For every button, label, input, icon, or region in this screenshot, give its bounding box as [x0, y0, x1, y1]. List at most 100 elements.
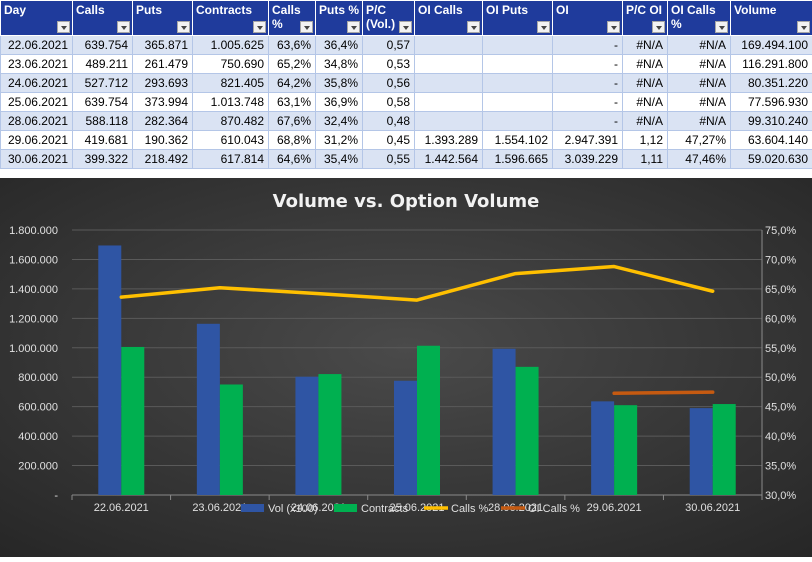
- table-cell[interactable]: 373.994: [133, 93, 193, 112]
- table-cell[interactable]: -: [553, 74, 623, 93]
- filter-dropdown-icon[interactable]: [715, 21, 728, 33]
- table-cell[interactable]: 68,8%: [269, 131, 316, 150]
- table-cell[interactable]: 639.754: [73, 93, 133, 112]
- table-cell[interactable]: 399.322: [73, 150, 133, 169]
- filter-dropdown-icon[interactable]: [253, 21, 266, 33]
- table-cell[interactable]: 29.06.2021: [1, 131, 73, 150]
- table-cell[interactable]: 750.690: [193, 55, 269, 74]
- filter-dropdown-icon[interactable]: [797, 21, 810, 33]
- table-cell[interactable]: 35,8%: [316, 74, 363, 93]
- table-cell[interactable]: #N/A: [668, 112, 731, 131]
- table-cell[interactable]: 22.06.2021: [1, 36, 73, 55]
- filter-dropdown-icon[interactable]: [177, 21, 190, 33]
- table-cell[interactable]: 31,2%: [316, 131, 363, 150]
- table-cell[interactable]: 36,4%: [316, 36, 363, 55]
- table-cell[interactable]: -: [553, 93, 623, 112]
- table-cell[interactable]: [483, 55, 553, 74]
- table-cell[interactable]: #N/A: [623, 36, 668, 55]
- table-cell[interactable]: 64,2%: [269, 74, 316, 93]
- table-cell[interactable]: 617.814: [193, 150, 269, 169]
- table-cell[interactable]: 25.06.2021: [1, 93, 73, 112]
- table-cell[interactable]: 261.479: [133, 55, 193, 74]
- table-cell[interactable]: 282.364: [133, 112, 193, 131]
- table-cell[interactable]: 35,4%: [316, 150, 363, 169]
- table-cell[interactable]: #N/A: [623, 74, 668, 93]
- table-cell[interactable]: 116.291.800: [731, 55, 812, 74]
- table-cell[interactable]: 1.596.665: [483, 150, 553, 169]
- filter-dropdown-icon[interactable]: [347, 21, 360, 33]
- table-cell[interactable]: 28.06.2021: [1, 112, 73, 131]
- table-cell[interactable]: 489.211: [73, 55, 133, 74]
- table-cell[interactable]: 64,6%: [269, 150, 316, 169]
- table-cell[interactable]: 1.005.625: [193, 36, 269, 55]
- table-cell[interactable]: -: [553, 36, 623, 55]
- table-cell[interactable]: #N/A: [623, 55, 668, 74]
- table-cell[interactable]: [483, 74, 553, 93]
- filter-dropdown-icon[interactable]: [652, 21, 665, 33]
- filter-dropdown-icon[interactable]: [57, 21, 70, 33]
- table-cell[interactable]: 1,12: [623, 131, 668, 150]
- table-cell[interactable]: #N/A: [668, 55, 731, 74]
- table-cell[interactable]: 1,11: [623, 150, 668, 169]
- table-cell[interactable]: 47,27%: [668, 131, 731, 150]
- table-cell[interactable]: 365.871: [133, 36, 193, 55]
- table-cell[interactable]: [415, 93, 483, 112]
- table-cell[interactable]: 47,46%: [668, 150, 731, 169]
- table-cell[interactable]: 65,2%: [269, 55, 316, 74]
- table-cell[interactable]: 63.604.140: [731, 131, 812, 150]
- table-cell[interactable]: [415, 112, 483, 131]
- table-cell[interactable]: 63,6%: [269, 36, 316, 55]
- table-cell[interactable]: 0,56: [363, 74, 415, 93]
- table-cell[interactable]: 1.442.564: [415, 150, 483, 169]
- table-cell[interactable]: #N/A: [668, 74, 731, 93]
- table-cell[interactable]: 63,1%: [269, 93, 316, 112]
- table-cell[interactable]: 639.754: [73, 36, 133, 55]
- table-cell[interactable]: 36,9%: [316, 93, 363, 112]
- table-cell[interactable]: -: [553, 55, 623, 74]
- table-cell[interactable]: #N/A: [668, 36, 731, 55]
- table-cell[interactable]: [483, 36, 553, 55]
- table-cell[interactable]: -: [553, 112, 623, 131]
- table-cell[interactable]: 190.362: [133, 131, 193, 150]
- table-cell[interactable]: 34,8%: [316, 55, 363, 74]
- table-cell[interactable]: 0,57: [363, 36, 415, 55]
- table-cell[interactable]: 0,45: [363, 131, 415, 150]
- table-cell[interactable]: #N/A: [623, 112, 668, 131]
- filter-dropdown-icon[interactable]: [537, 21, 550, 33]
- filter-dropdown-icon[interactable]: [399, 21, 412, 33]
- table-cell[interactable]: 870.482: [193, 112, 269, 131]
- table-cell[interactable]: 59.020.630: [731, 150, 812, 169]
- table-cell[interactable]: 32,4%: [316, 112, 363, 131]
- table-cell[interactable]: 3.039.229: [553, 150, 623, 169]
- table-cell[interactable]: [415, 55, 483, 74]
- table-cell[interactable]: 0,58: [363, 93, 415, 112]
- table-cell[interactable]: [483, 112, 553, 131]
- table-cell[interactable]: 588.118: [73, 112, 133, 131]
- table-cell[interactable]: 1.554.102: [483, 131, 553, 150]
- table-cell[interactable]: 99.310.240: [731, 112, 812, 131]
- table-cell[interactable]: #N/A: [668, 93, 731, 112]
- table-cell[interactable]: 67,6%: [269, 112, 316, 131]
- table-cell[interactable]: 1.013.748: [193, 93, 269, 112]
- filter-dropdown-icon[interactable]: [300, 21, 313, 33]
- table-cell[interactable]: 2.947.391: [553, 131, 623, 150]
- filter-dropdown-icon[interactable]: [117, 21, 130, 33]
- filter-dropdown-icon[interactable]: [607, 21, 620, 33]
- table-cell[interactable]: 419.681: [73, 131, 133, 150]
- table-cell[interactable]: 527.712: [73, 74, 133, 93]
- table-cell[interactable]: 0,48: [363, 112, 415, 131]
- table-cell[interactable]: 0,53: [363, 55, 415, 74]
- table-cell[interactable]: 30.06.2021: [1, 150, 73, 169]
- table-cell[interactable]: 77.596.930: [731, 93, 812, 112]
- table-cell[interactable]: 80.351.220: [731, 74, 812, 93]
- table-cell[interactable]: 24.06.2021: [1, 74, 73, 93]
- table-cell[interactable]: 1.393.289: [415, 131, 483, 150]
- filter-dropdown-icon[interactable]: [467, 21, 480, 33]
- table-cell[interactable]: 293.693: [133, 74, 193, 93]
- table-cell[interactable]: 821.405: [193, 74, 269, 93]
- table-cell[interactable]: 169.494.100: [731, 36, 812, 55]
- table-cell[interactable]: 218.492: [133, 150, 193, 169]
- table-cell[interactable]: [415, 74, 483, 93]
- table-cell[interactable]: #N/A: [623, 93, 668, 112]
- table-cell[interactable]: 610.043: [193, 131, 269, 150]
